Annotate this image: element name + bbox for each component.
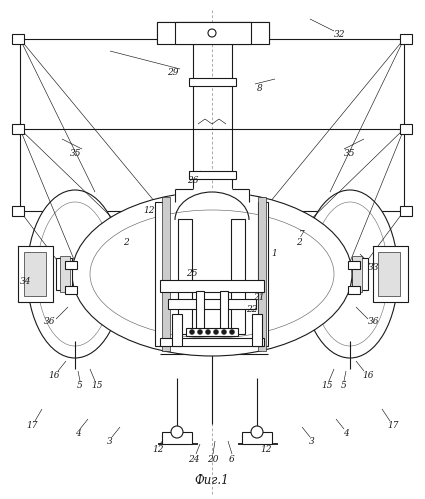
Text: 36: 36 [368, 317, 380, 326]
Ellipse shape [72, 192, 352, 356]
Text: 3: 3 [107, 438, 113, 447]
Text: 29: 29 [167, 67, 179, 76]
Bar [162, 432, 192, 444]
Text: 12: 12 [143, 206, 155, 215]
Bar [65, 286, 77, 294]
Bar [157, 22, 269, 44]
Text: 34: 34 [20, 277, 32, 286]
Bar [242, 432, 272, 444]
Bar [56, 258, 72, 290]
Text: 2: 2 [296, 238, 302, 247]
Bar [168, 299, 256, 309]
Text: 3: 3 [309, 438, 315, 447]
Circle shape [221, 329, 227, 334]
Text: 32: 32 [334, 29, 346, 38]
Bar [231, 219, 245, 334]
Text: 4: 4 [75, 430, 81, 439]
Bar [189, 171, 236, 179]
Circle shape [198, 329, 202, 334]
Text: 35: 35 [344, 149, 356, 158]
Circle shape [206, 329, 210, 334]
Text: 33: 33 [368, 262, 380, 271]
Text: 1: 1 [271, 250, 277, 258]
Text: 5: 5 [77, 382, 83, 391]
Text: 4: 4 [343, 430, 349, 439]
Bar [400, 34, 412, 44]
Text: 21: 21 [253, 292, 265, 301]
Text: 17: 17 [26, 422, 38, 431]
Text: 24: 24 [188, 455, 200, 464]
Bar [178, 219, 192, 334]
Bar [373, 246, 408, 302]
Bar [186, 328, 238, 336]
Bar [65, 261, 77, 269]
Text: 7: 7 [299, 230, 305, 239]
Text: 15: 15 [321, 382, 333, 391]
Bar [258, 197, 266, 351]
Circle shape [208, 29, 216, 37]
Bar [352, 256, 362, 292]
Text: 16: 16 [362, 370, 374, 380]
Circle shape [213, 329, 218, 334]
Text: Фиг.1: Фиг.1 [195, 475, 230, 488]
Circle shape [230, 329, 235, 334]
Bar [162, 197, 170, 351]
Polygon shape [175, 189, 249, 202]
Bar [12, 34, 24, 44]
Text: 35: 35 [70, 149, 82, 158]
Ellipse shape [90, 210, 334, 338]
Bar [172, 314, 182, 346]
Bar [12, 124, 24, 134]
Bar [348, 261, 360, 269]
Bar [18, 246, 53, 302]
Text: 22: 22 [246, 305, 258, 314]
Text: 12: 12 [152, 445, 164, 454]
Text: 12: 12 [260, 445, 272, 454]
Ellipse shape [37, 202, 113, 346]
Text: 17: 17 [387, 422, 399, 431]
Bar [252, 314, 262, 346]
Bar [189, 78, 236, 86]
Bar [12, 206, 24, 216]
Bar [348, 286, 360, 294]
Bar [160, 280, 264, 292]
Circle shape [190, 329, 195, 334]
Ellipse shape [27, 190, 123, 358]
Bar [258, 202, 268, 346]
Bar [160, 338, 264, 346]
Text: 6: 6 [229, 455, 235, 464]
Text: 2: 2 [123, 238, 129, 247]
Text: 20: 20 [207, 455, 219, 464]
Ellipse shape [312, 202, 388, 346]
Bar [400, 124, 412, 134]
Bar [352, 258, 368, 290]
Bar [378, 252, 400, 296]
Text: 5: 5 [341, 382, 347, 391]
Text: 26: 26 [187, 176, 199, 185]
Text: 16: 16 [48, 370, 60, 380]
Ellipse shape [302, 190, 398, 358]
Bar [60, 256, 70, 292]
Bar [175, 22, 251, 44]
Bar [220, 291, 228, 329]
Text: 25: 25 [186, 269, 198, 278]
Text: 15: 15 [91, 382, 103, 391]
Circle shape [171, 426, 183, 438]
Bar [196, 291, 204, 329]
Text: 36: 36 [44, 317, 56, 326]
Bar [155, 202, 165, 346]
Circle shape [251, 426, 263, 438]
Bar [24, 252, 46, 296]
Bar [400, 206, 412, 216]
Text: 8: 8 [257, 83, 263, 92]
